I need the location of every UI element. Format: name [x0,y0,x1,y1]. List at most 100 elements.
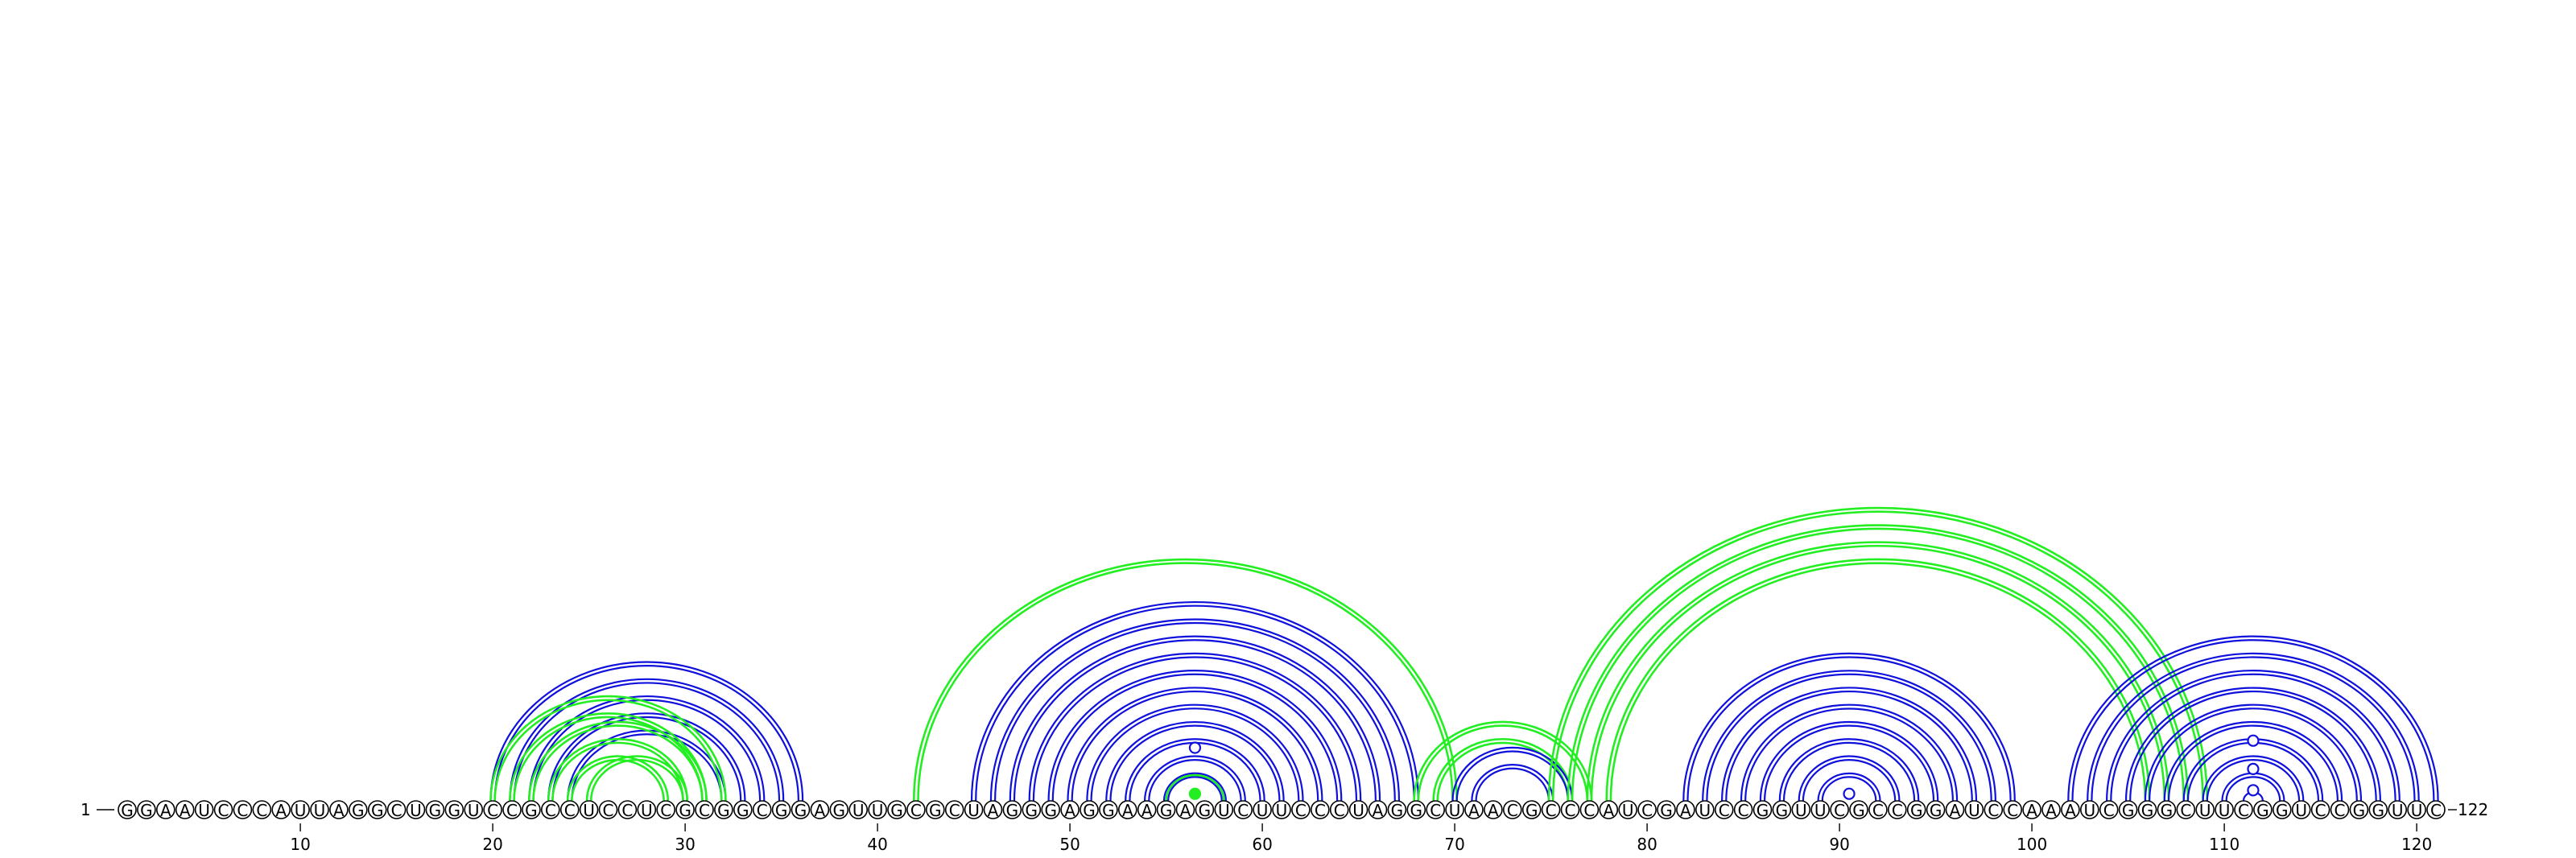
blue-pair-arc [2106,670,2401,802]
blue-pair-arc [1798,755,1901,802]
nucleotide-letter: C [1988,801,1999,820]
blue-pair-arc [1067,687,1323,802]
nucleotide: G [1195,800,1215,820]
nucleotide-circle [291,800,310,819]
nucleotide-letter: G [1160,801,1173,820]
nucleotide-letter: A [1141,801,1153,820]
nucleotide: C [1329,800,1349,820]
nucleotide: U [1272,800,1291,820]
open-marker-dot [1188,741,1202,754]
green-pair-arc [1551,510,2204,802]
nucleotide: U [2195,800,2215,820]
nucleotide-circle [1137,800,1157,819]
blue-pair-arc [2129,691,2377,802]
nucleotide: C [656,800,676,820]
nucleotide-letter: C [910,801,922,820]
nucleotide: G [2349,800,2369,820]
nucleotide: C [2426,800,2446,820]
tick-label: 80 [1637,835,1657,854]
green-pair-arc [1605,558,2151,802]
nucleotide: A [175,800,195,820]
nucleotide: U [637,800,657,820]
nucleotide: G [926,800,945,820]
nucleotide: C [598,800,618,820]
nucleotide: U [310,800,329,820]
nucleotide-circle [983,800,1003,819]
nucleotide-letter: C [2103,801,2115,820]
position-axis: 10 20 30 40 50 60 70 80 90 100 110 120 [290,823,2432,854]
nucleotide: A [1060,800,1080,820]
nucleotide-circle [2253,800,2273,819]
nucleotide-letter: G [2353,801,2366,820]
nucleotide: U [291,800,310,820]
nucleotide-circle [791,800,811,819]
nucleotide-letter: C [2007,801,2018,820]
nucleotide-circle [1772,800,1792,819]
blue-pair-arc [493,665,799,802]
open-marker-dot [2247,784,2260,797]
nucleotide: U [2388,800,2407,820]
nucleotide: G [829,800,849,820]
nucleotide-circle [1579,800,1600,819]
nucleotide: G [1387,800,1407,820]
nucleotide-circle [2099,800,2119,819]
start-index-label: 1 [80,800,91,819]
nucleotide: A [1484,800,1503,820]
blue-pair-arc [1764,724,1935,802]
nucleotide-circle [406,800,426,819]
nucleotide-circle [1311,800,1330,819]
nucleotide-letter: U [410,801,422,820]
nucleotide: U [406,800,426,820]
nucleotide-circle [1906,800,1926,819]
blue-pair-arc [1759,720,1939,802]
nucleotide: A [271,800,291,820]
nucleotide-circle [271,800,291,819]
nucleotide: C [1888,800,1907,820]
blue-pair-arc [989,618,1401,802]
nucleotide-letter: G [717,801,730,820]
nucleotide-circle [829,800,849,819]
nucleotide-circle [1560,800,1580,819]
nucleotide-letter: U [872,801,884,820]
nucleotide-letter: G [1757,801,1769,820]
nucleotide-letter: G [1199,801,1212,820]
nucleotide: C [1311,800,1330,820]
nucleotide-letter: G [1083,801,1096,820]
nucleotide: G [425,800,445,820]
tick-label: 40 [867,835,887,854]
nucleotide-letter: C [1237,801,1249,820]
green-pair-arc [1586,541,2170,802]
nucleotide-letter: U [295,801,307,820]
tick-label: 110 [2209,835,2240,854]
nucleotide-circle [1810,800,1830,819]
nucleotide: A [983,800,1003,820]
nucleotide-circle [2426,800,2446,819]
nucleotide: C [1560,800,1580,820]
nucleotide: U [2080,800,2099,820]
tick-label: 90 [1829,835,1849,854]
nucleotide-circle [1657,800,1676,819]
blue-pair-arc [1148,759,1242,802]
green-pair-arc [493,699,723,802]
nucleotide-letter: G [448,801,461,820]
nucleotide-circle [2022,800,2041,819]
nucleotide-circle [868,800,887,819]
green-pair-arc [1413,720,1593,802]
tick-label: 100 [2017,835,2047,854]
nucleotide-circle [2310,800,2330,819]
nucleotide-circle [1733,800,1753,819]
nucleotide-circle [1888,800,1907,819]
nucleotide: A [810,800,830,820]
nucleotide-circle [559,800,580,819]
nucleotide-circle [194,800,214,819]
nucleotide-circle [444,800,464,819]
tick-label: 50 [1059,835,1080,854]
arc-markers [1188,734,2260,800]
nucleotide-letter: C [757,801,768,820]
nucleotide: A [1676,800,1695,820]
nucleotide-letter: C [2180,801,2191,820]
nucleotide: C [906,800,926,820]
nucleotide-letter: G [1525,801,1538,820]
nucleotide-letter: C [2315,801,2326,820]
nucleotide-letter: G [1044,801,1057,820]
